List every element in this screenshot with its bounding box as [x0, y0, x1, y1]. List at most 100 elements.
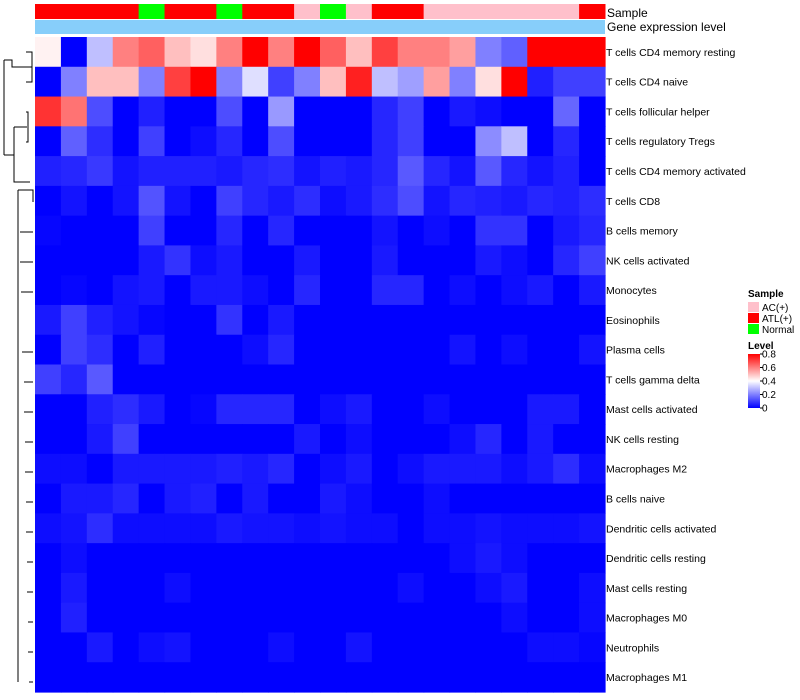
- heatmap-cell: [553, 66, 580, 98]
- heatmap-cell: [579, 185, 606, 217]
- sample-annotation-bar: [35, 4, 606, 19]
- heatmap-cell: [138, 185, 166, 217]
- heatmap-cell: [397, 394, 425, 425]
- row-label: T cells CD4 naive: [606, 77, 688, 89]
- heatmap-cell: [553, 126, 580, 157]
- heatmap-cell: [527, 424, 554, 455]
- heatmap-cell: [527, 364, 554, 395]
- heatmap-cell: [138, 513, 166, 544]
- heatmap-cell: [86, 543, 114, 574]
- sample-cell: [345, 4, 373, 19]
- heatmap-cell: [397, 543, 425, 574]
- heatmap-cell: [112, 662, 140, 693]
- heatmap-cell: [423, 394, 451, 425]
- heatmap-cell: [138, 483, 166, 514]
- sample-cell: [86, 4, 114, 19]
- heatmap-cell: [294, 424, 321, 455]
- heatmap-cell: [35, 334, 62, 366]
- heatmap-cell: [35, 37, 62, 68]
- heatmap-cell: [112, 483, 140, 514]
- heatmap-cell: [242, 66, 269, 98]
- heatmap-cell: [60, 543, 88, 574]
- heatmap-cell: [294, 185, 321, 217]
- heatmap-cell: [345, 96, 373, 127]
- heatmap-cell: [501, 245, 528, 276]
- heatmap-cell: [190, 245, 217, 276]
- heatmap-cell: [112, 394, 140, 425]
- heatmap-cell: [86, 96, 114, 127]
- heatmap-cell: [190, 424, 217, 455]
- heatmap-cell: [320, 66, 347, 98]
- heatmap-cell: [345, 185, 373, 217]
- heatmap-cell: [86, 334, 114, 366]
- heatmap-cell: [60, 304, 88, 336]
- heatmap-cell: [475, 304, 502, 336]
- heatmap-cell: [475, 185, 502, 217]
- heatmap-cell: [190, 304, 217, 336]
- heatmap-cell: [579, 632, 606, 663]
- sample-cell: [60, 4, 88, 19]
- heatmap-cell: [501, 37, 528, 68]
- heatmap-cell: [112, 513, 140, 544]
- heatmap-cell: [242, 334, 269, 366]
- heatmap-cell: [475, 215, 502, 247]
- heatmap-cell: [501, 394, 528, 425]
- heatmap-cell: [371, 66, 399, 98]
- heatmap-cell: [86, 364, 114, 395]
- heatmap-cell: [423, 96, 451, 127]
- heatmap-cell: [190, 185, 217, 217]
- heatmap-cell: [138, 394, 166, 425]
- heatmap-cell: [320, 662, 347, 693]
- heatmap-cell: [423, 602, 451, 634]
- heatmap-cell: [553, 215, 580, 247]
- heatmap-cell: [475, 394, 502, 425]
- heatmap-cell: [86, 275, 114, 306]
- heatmap-cell: [35, 394, 62, 425]
- heatmap-cell: [60, 66, 88, 98]
- heatmap-cell: [268, 513, 295, 544]
- heatmap-cell: [112, 632, 140, 663]
- heatmap-cell: [553, 334, 580, 366]
- heatmap-cell: [86, 156, 114, 187]
- heatmap-cell: [60, 275, 88, 306]
- heatmap-cell: [164, 453, 192, 485]
- heatmap-cell: [397, 66, 425, 98]
- heatmap-cell: [371, 156, 399, 187]
- heatmap-cell: [475, 602, 502, 634]
- heatmap-cell: [268, 424, 295, 455]
- heatmap-cell: [371, 513, 399, 544]
- heatmap-cell: [501, 602, 528, 634]
- heatmap-cell: [190, 483, 217, 514]
- heatmap-cell: [371, 215, 399, 247]
- heatmap-cell: [397, 662, 425, 693]
- heatmap-cell: [475, 156, 502, 187]
- heatmap-cell: [527, 275, 554, 306]
- heatmap-cell: [527, 96, 554, 127]
- heatmap-cell: [112, 572, 140, 604]
- heatmap-cell: [138, 37, 166, 68]
- heatmap-cell: [397, 632, 425, 663]
- heatmap-cell: [268, 364, 295, 395]
- heatmap-cell: [60, 483, 88, 514]
- heatmap-cell: [294, 245, 321, 276]
- heatmap-cell: [320, 126, 347, 157]
- heatmap-cell: [371, 394, 399, 425]
- heatmap-cell: [527, 37, 554, 68]
- heatmap-cell: [35, 245, 62, 276]
- row-label: B cells memory: [606, 226, 679, 238]
- heatmap-cell: [86, 66, 114, 98]
- heatmap-cell: [449, 215, 477, 247]
- heatmap-cell: [449, 572, 477, 604]
- heatmap-cell: [242, 364, 269, 395]
- heatmap-cell: [190, 37, 217, 68]
- heatmap-cell: [501, 662, 528, 693]
- heatmap-cell: [60, 37, 88, 68]
- heatmap-cell: [397, 275, 425, 306]
- heatmap-cell: [242, 632, 269, 663]
- heatmap-cell: [216, 483, 243, 514]
- heatmap-cell: [475, 513, 502, 544]
- heatmap-cell: [449, 275, 477, 306]
- heatmap-cell: [501, 364, 528, 395]
- heatmap-cell: [475, 364, 502, 395]
- sample-cell: [190, 4, 217, 19]
